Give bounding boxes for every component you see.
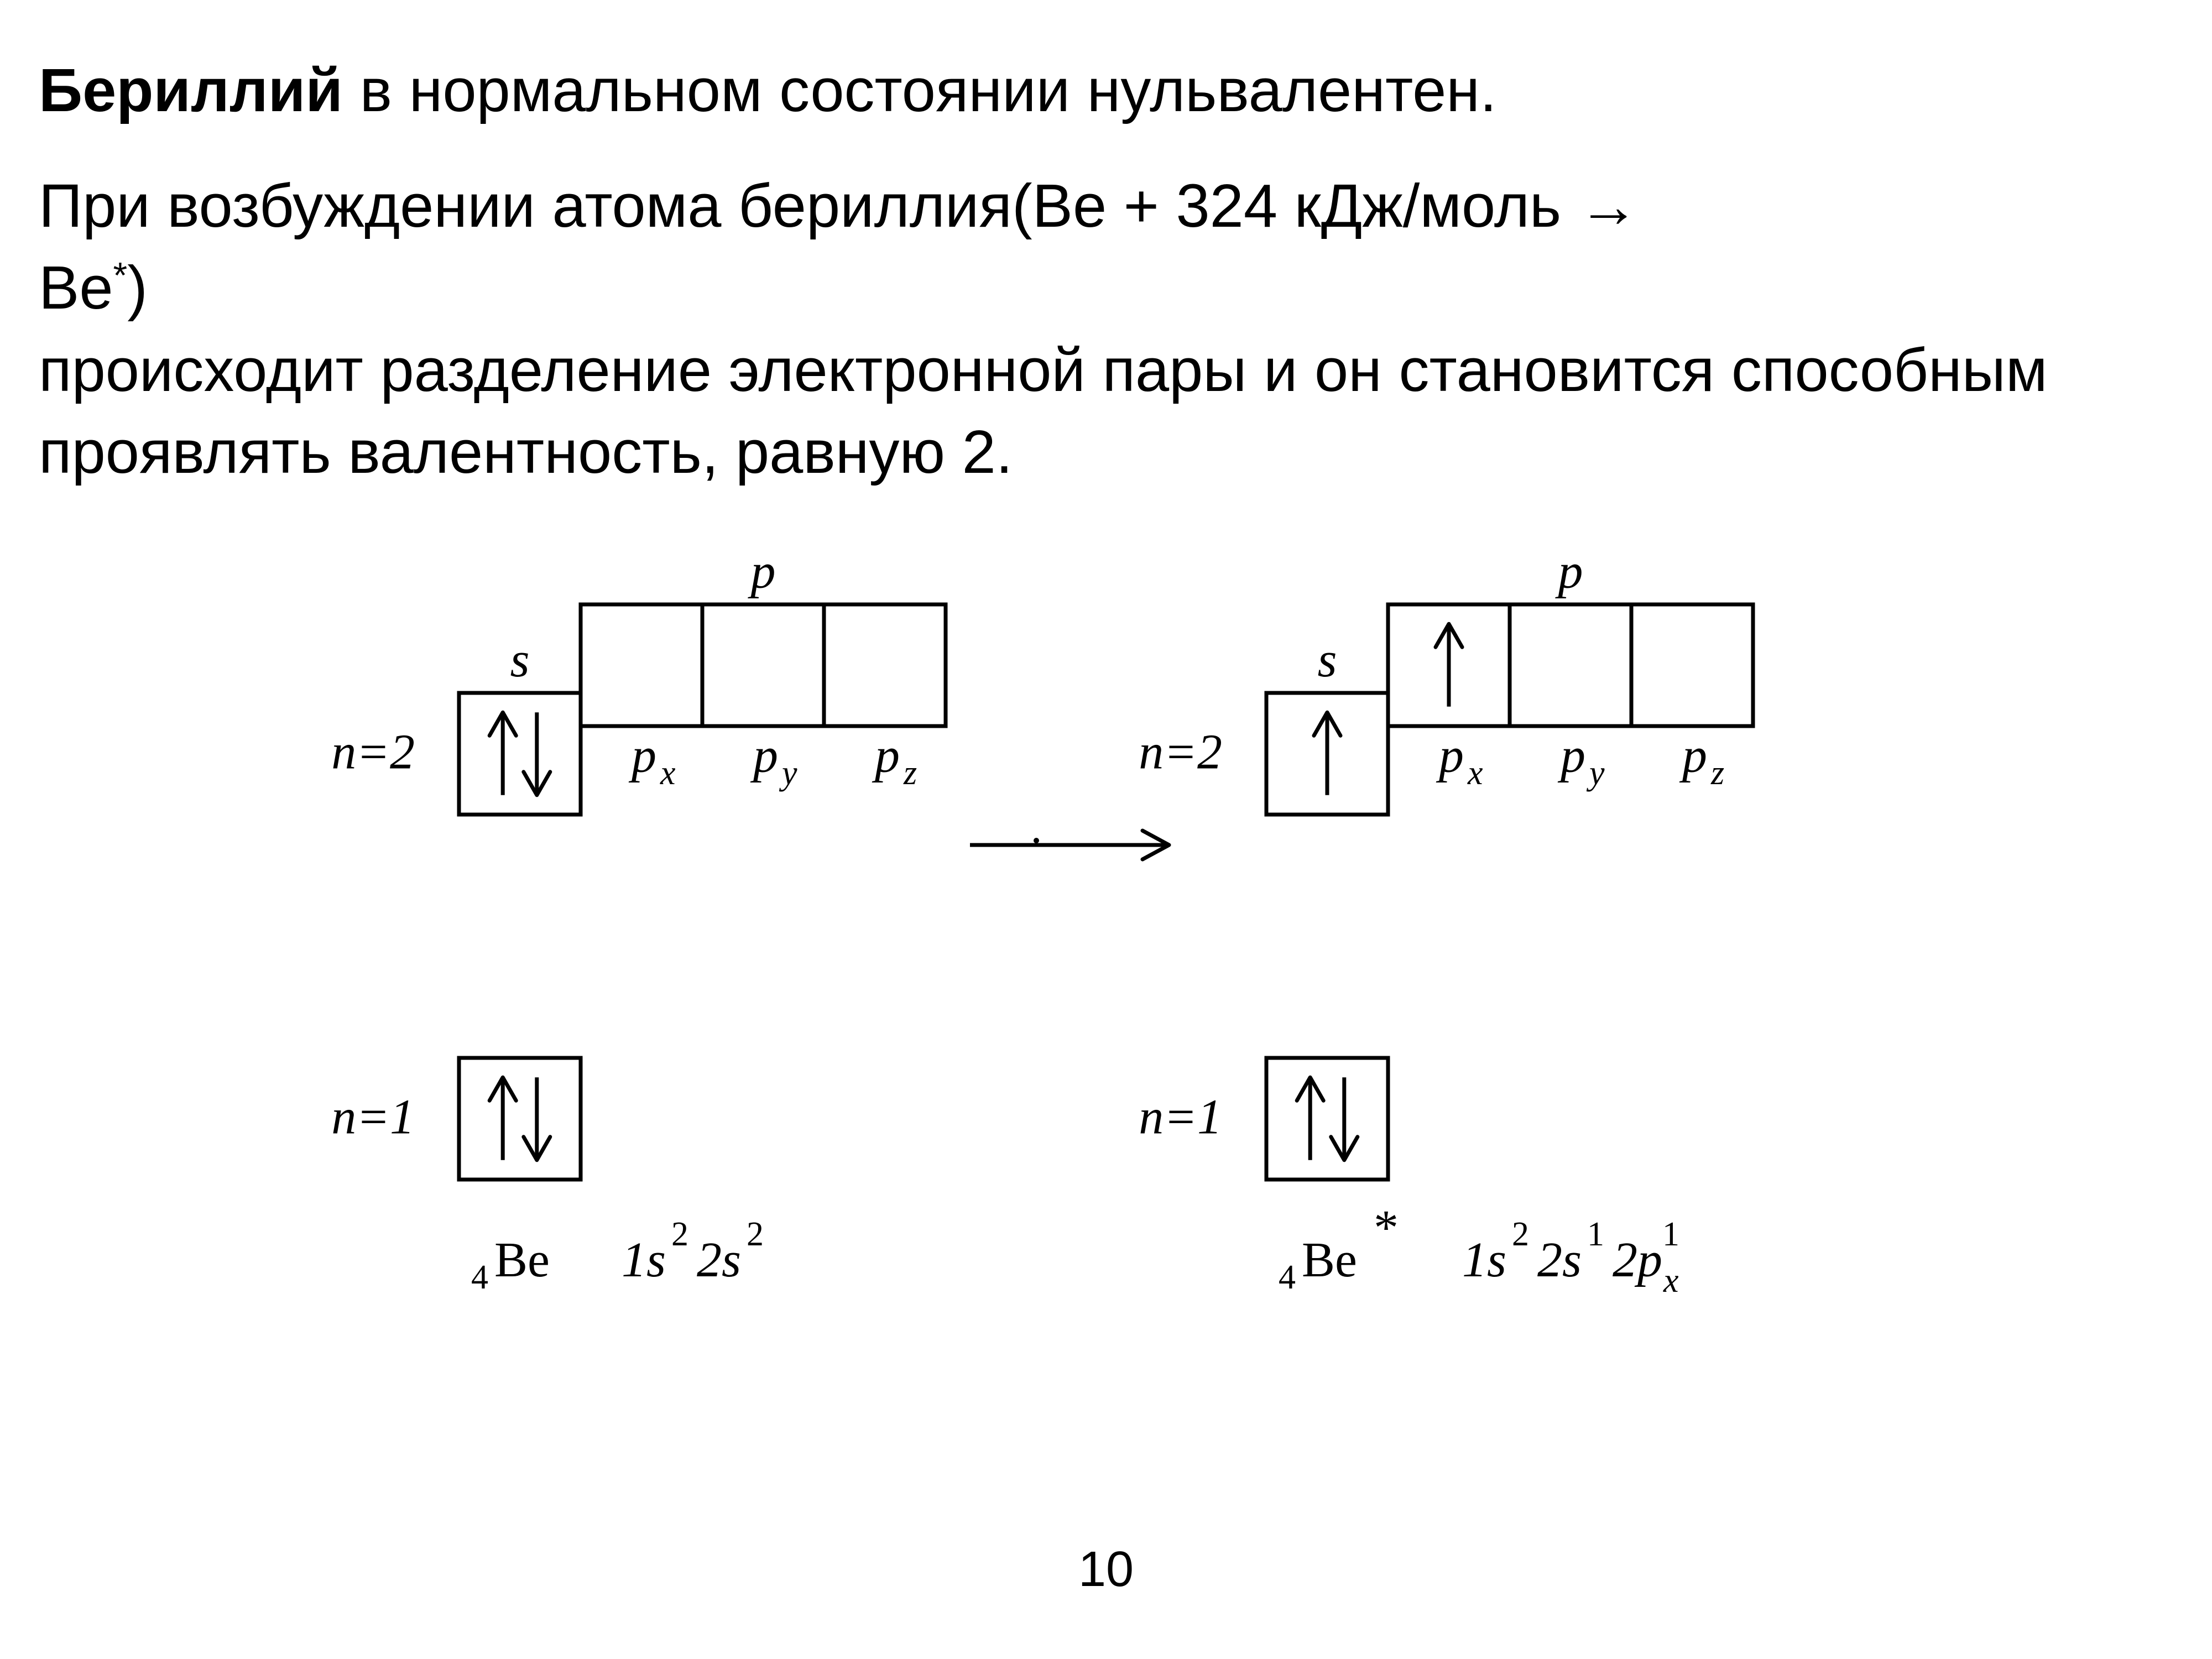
svg-text:2: 2 — [671, 1215, 688, 1253]
p2-paren: ) — [127, 254, 148, 322]
orbital-diagram: psn=2pxpypzn=14Be1s22s2psn=2pxpypzn=14Be… — [39, 533, 2173, 1583]
svg-text:p: p — [1679, 728, 1707, 783]
svg-text:y: y — [1586, 754, 1605, 792]
svg-text:p: p — [1436, 728, 1464, 783]
svg-text:4: 4 — [1279, 1259, 1296, 1296]
svg-text:2: 2 — [747, 1215, 764, 1253]
svg-text:p: p — [750, 728, 778, 783]
title-bold: Бериллий — [39, 56, 343, 124]
svg-text:1: 1 — [1662, 1215, 1679, 1253]
svg-text:n=1: n=1 — [1139, 1089, 1222, 1144]
svg-text:2s: 2s — [697, 1233, 741, 1287]
svg-text:p: p — [872, 728, 900, 783]
svg-text:1s: 1s — [622, 1233, 666, 1287]
svg-text:p: p — [1555, 544, 1583, 599]
paragraph-1: Бериллий в нормальном состоянии нульвале… — [39, 50, 2173, 132]
svg-text:2: 2 — [1512, 1215, 1529, 1253]
svg-text:n=2: n=2 — [1139, 724, 1222, 779]
p2-rest: происходит разделение электронной пары и… — [39, 336, 2047, 487]
svg-text:s: s — [1317, 633, 1337, 687]
diagram-svg: psn=2pxpypzn=14Be1s22s2psn=2pxpypzn=14Be… — [39, 533, 2173, 1417]
p2-be: Ве — [39, 254, 113, 322]
title-rest: в нормальном состоянии нульвалентен. — [343, 56, 1497, 124]
svg-text:4: 4 — [471, 1259, 488, 1296]
svg-text:*: * — [1374, 1201, 1399, 1255]
svg-text:2p: 2p — [1613, 1233, 1662, 1287]
page-number: 10 — [0, 1541, 2212, 1598]
svg-text:x: x — [660, 754, 676, 792]
svg-text:p: p — [628, 728, 656, 783]
svg-text:Be: Be — [494, 1233, 550, 1287]
svg-text:2s: 2s — [1537, 1233, 1582, 1287]
svg-text:z: z — [1710, 754, 1724, 792]
svg-text:s: s — [510, 633, 529, 687]
svg-text:p: p — [748, 544, 776, 599]
p2-star: * — [113, 254, 128, 295]
p2-arrow: → — [1578, 172, 1639, 240]
svg-text:x: x — [1467, 754, 1483, 792]
svg-text:1s: 1s — [1462, 1233, 1506, 1287]
svg-text:n=2: n=2 — [331, 724, 415, 779]
svg-text:y: y — [779, 754, 797, 792]
svg-text:n=1: n=1 — [331, 1089, 415, 1144]
p2-part1: При возбуждении атома бериллия(Ве + 324 … — [39, 172, 1578, 240]
svg-text:1: 1 — [1587, 1215, 1604, 1253]
svg-text:x: x — [1663, 1262, 1679, 1300]
svg-text:p: p — [1557, 728, 1585, 783]
svg-text:z: z — [903, 754, 917, 792]
paragraph-2: При возбуждении атома бериллия(Ве + 324 … — [39, 165, 2173, 494]
svg-text:Be: Be — [1302, 1233, 1357, 1287]
